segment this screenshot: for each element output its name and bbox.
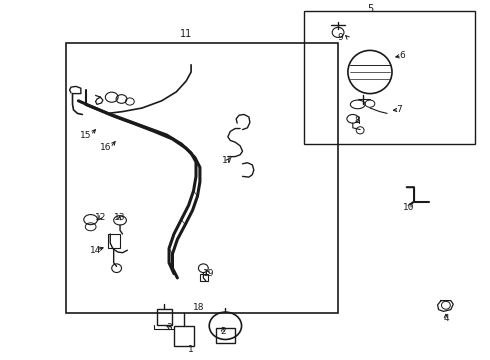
Bar [200, 274, 208, 281]
Text: 12: 12 [95, 213, 106, 222]
Text: 16: 16 [99, 143, 111, 152]
Bar [216, 328, 235, 343]
Text: 10: 10 [403, 202, 415, 212]
Text: 17: 17 [222, 156, 234, 165]
Text: 9: 9 [338, 33, 343, 42]
Text: 4: 4 [443, 314, 449, 323]
Bar [304, 11, 475, 144]
Text: 18: 18 [193, 303, 204, 312]
Text: 2: 2 [220, 327, 226, 336]
Bar [66, 43, 338, 313]
Bar [108, 234, 120, 248]
Bar [174, 326, 194, 346]
Text: 8: 8 [355, 116, 361, 125]
Bar [157, 309, 172, 325]
Text: 11: 11 [180, 29, 192, 39]
Text: 13: 13 [114, 213, 126, 222]
Text: 19: 19 [202, 269, 214, 278]
Text: 5: 5 [367, 4, 373, 14]
Text: 1: 1 [188, 345, 194, 354]
Text: 7: 7 [396, 105, 402, 114]
Text: 3: 3 [166, 323, 172, 332]
Text: 14: 14 [90, 246, 101, 255]
Text: 6: 6 [399, 51, 405, 60]
Text: 15: 15 [80, 131, 92, 140]
